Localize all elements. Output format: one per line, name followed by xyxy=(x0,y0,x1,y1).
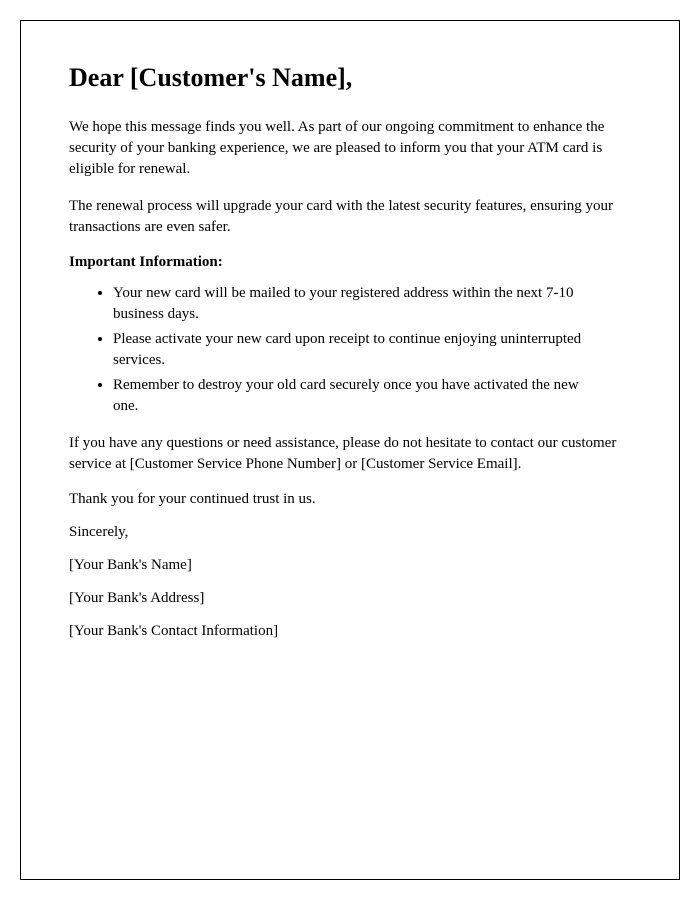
letter-container: Dear [Customer's Name], We hope this mes… xyxy=(20,20,680,880)
thankyou-line: Thank you for your continued trust in us… xyxy=(69,491,631,508)
section-heading: Important Information: xyxy=(69,254,631,271)
contact-paragraph: If you have any questions or need assist… xyxy=(69,433,631,475)
intro-paragraph-2: The renewal process will upgrade your ca… xyxy=(69,196,631,238)
salutation: Dear [Customer's Name], xyxy=(69,63,631,93)
list-item: Please activate your new card upon recei… xyxy=(113,329,631,371)
list-item: Remember to destroy your old card secure… xyxy=(113,375,631,417)
bank-address: [Your Bank's Address] xyxy=(69,590,631,607)
bullet-list: Your new card will be mailed to your reg… xyxy=(113,283,631,417)
bank-name: [Your Bank's Name] xyxy=(69,557,631,574)
intro-paragraph-1: We hope this message finds you well. As … xyxy=(69,117,631,180)
signoff: Sincerely, xyxy=(69,524,631,541)
list-item: Your new card will be mailed to your reg… xyxy=(113,283,631,325)
bank-contact: [Your Bank's Contact Information] xyxy=(69,623,631,640)
